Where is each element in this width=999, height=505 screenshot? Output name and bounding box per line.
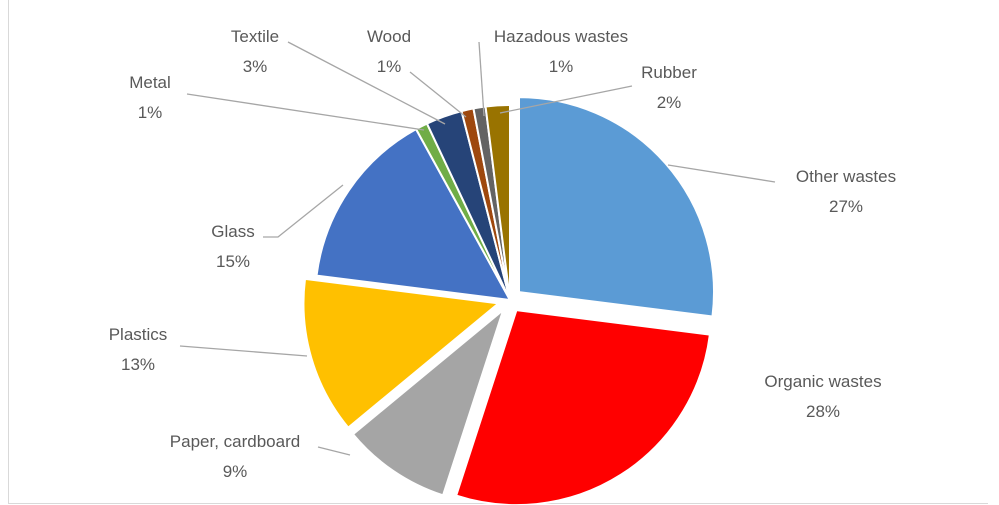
- slice-label-name: Hazadous wastes: [494, 27, 628, 46]
- leader-line: [499, 85, 633, 114]
- slice-label-name: Organic wastes: [764, 372, 881, 391]
- slice-label-name: Rubber: [641, 63, 697, 82]
- slice-label-name: Paper, cardboard: [170, 432, 300, 451]
- slice-label-value: 1%: [138, 103, 163, 122]
- pie-slice-plastics: [302, 277, 501, 430]
- leader-line: [409, 71, 467, 118]
- pie-slice-glass: [315, 127, 512, 302]
- slice-label-value: 1%: [377, 57, 402, 76]
- slice-label-name: Other wastes: [796, 167, 896, 186]
- slice-label-name: Wood: [367, 27, 411, 46]
- slice-label-value: 13%: [121, 355, 155, 374]
- leader-line: [263, 184, 344, 238]
- leader-line: [186, 93, 425, 131]
- slice-label-value: 2%: [657, 93, 682, 112]
- pie-slices: [302, 96, 715, 505]
- pie-slice-rubber: [484, 103, 511, 301]
- leader-line: [287, 41, 446, 125]
- pie-slice-organic-wastes: [454, 309, 712, 505]
- leader-line: [179, 345, 308, 357]
- slice-label-value: 1%: [549, 57, 574, 76]
- pie-slice-other-wastes: [518, 96, 715, 318]
- slice-label-value: 15%: [216, 252, 250, 271]
- slice-label-value: 3%: [243, 57, 268, 76]
- slice-label-name: Textile: [231, 27, 279, 46]
- leader-line: [478, 41, 485, 117]
- slice-labels: Other wastes 27% Organic wastes 28% Paper, c…: [109, 27, 896, 481]
- pie-slice-paper-cardboard: [351, 306, 506, 497]
- slice-label-value: 27%: [829, 197, 863, 216]
- leader-lines: [179, 41, 776, 456]
- slice-label-name: Glass: [211, 222, 254, 241]
- leader-line: [317, 446, 351, 456]
- leader-line: [667, 164, 776, 183]
- slice-label-value: 9%: [223, 462, 248, 481]
- slice-label-name: Plastics: [109, 325, 168, 344]
- slice-label-value: 28%: [806, 402, 840, 421]
- slice-label-name: Metal: [129, 73, 171, 92]
